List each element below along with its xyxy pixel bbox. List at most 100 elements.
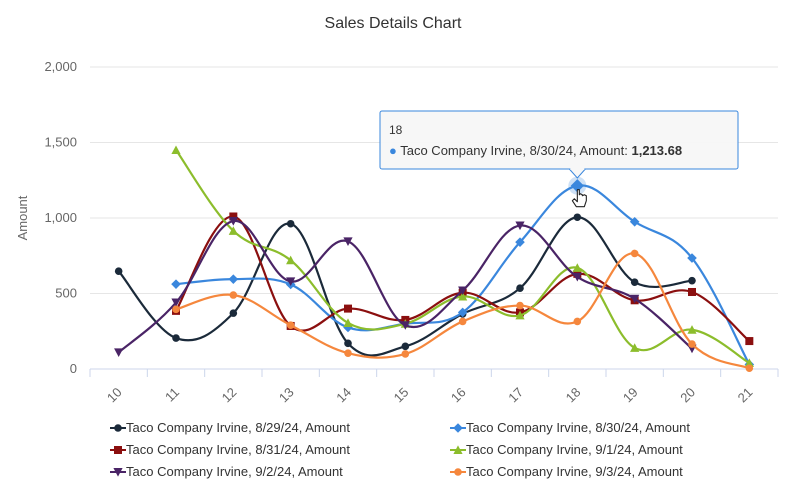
tooltip: 18 ● Taco Company Irvine, 8/30/24, Amount… — [379, 110, 739, 208]
data-point[interactable] — [744, 358, 754, 367]
data-point[interactable] — [572, 272, 582, 282]
legend-marker[interactable] — [453, 445, 463, 454]
tooltip-header: 18 — [389, 123, 403, 137]
data-point[interactable] — [171, 298, 181, 308]
data-point[interactable] — [458, 291, 468, 301]
x-tick-label: 20 — [677, 385, 698, 406]
series-line[interactable] — [175, 252, 750, 370]
legend-item[interactable]: Taco Company Irvine, 8/29/24, Amount — [110, 420, 350, 435]
data-point[interactable] — [515, 310, 525, 320]
x-tick-label: 13 — [276, 385, 297, 406]
y-tick-label: 1,000 — [44, 210, 77, 225]
plot-area — [114, 145, 755, 373]
y-tick-label: 1,500 — [44, 135, 77, 150]
legend-label: Taco Company Irvine, 9/3/24, Amount — [466, 464, 683, 479]
tooltip-box — [379, 110, 739, 170]
legend-marker[interactable] — [114, 446, 122, 454]
data-point[interactable] — [114, 267, 123, 275]
x-tick-label: 18 — [563, 385, 584, 406]
series-group — [114, 213, 696, 357]
data-point[interactable] — [573, 213, 582, 222]
x-tick-label: 21 — [735, 385, 756, 406]
data-point[interactable] — [286, 219, 295, 228]
data-point[interactable] — [629, 216, 640, 227]
x-axis: 10 11 12 13 14 15 16 17 18 19 20 21 — [89, 369, 779, 406]
hovered-point[interactable] — [570, 179, 584, 193]
data-point[interactable] — [228, 274, 239, 284]
series-group — [172, 249, 754, 373]
data-point[interactable] — [229, 291, 238, 299]
legend-marker[interactable] — [113, 468, 123, 477]
data-point[interactable] — [172, 305, 180, 314]
x-tick-label: 16 — [448, 385, 469, 406]
data-point[interactable] — [687, 325, 697, 334]
data-point[interactable] — [228, 217, 238, 226]
hand-cursor-icon — [571, 189, 587, 208]
data-point[interactable] — [515, 237, 525, 247]
tooltip-pointer — [568, 168, 586, 179]
data-point[interactable] — [630, 343, 640, 352]
legend-item[interactable]: Taco Company Irvine, 9/3/24, Amount — [450, 464, 683, 479]
legend-item[interactable]: Taco Company Irvine, 9/2/24, Amount — [110, 464, 343, 479]
data-point[interactable] — [228, 226, 238, 235]
legend-item[interactable]: Taco Company Irvine, 9/1/24, Amount — [450, 442, 683, 457]
data-point[interactable] — [343, 318, 353, 327]
x-tick-label: 12 — [219, 385, 240, 406]
legend-item[interactable]: Taco Company Irvine, 8/31/24, Amount — [110, 442, 350, 457]
data-point[interactable] — [344, 349, 352, 357]
tooltip-bullet: ● — [389, 143, 400, 158]
data-point[interactable] — [229, 212, 238, 221]
data-point[interactable] — [171, 279, 181, 289]
y-tick-label: 0 — [70, 361, 77, 376]
series-line[interactable] — [117, 216, 693, 357]
data-point[interactable] — [630, 278, 639, 286]
series-line[interactable] — [175, 215, 751, 342]
series-group — [171, 145, 754, 367]
data-point[interactable] — [458, 317, 467, 326]
data-point[interactable] — [286, 255, 296, 265]
legend-marker[interactable] — [454, 468, 462, 476]
legend-item[interactable]: Taco Company Irvine, 8/30/24, Amount — [450, 420, 690, 435]
data-point[interactable] — [401, 350, 410, 358]
data-point[interactable] — [114, 348, 124, 357]
data-point[interactable] — [286, 321, 295, 330]
data-point[interactable] — [630, 294, 640, 304]
data-point[interactable] — [745, 337, 754, 346]
data-point[interactable] — [229, 309, 238, 317]
data-point[interactable] — [516, 284, 524, 293]
y-tick-label: 500 — [55, 286, 77, 301]
series-line[interactable] — [117, 219, 693, 354]
data-point[interactable] — [344, 304, 352, 313]
data-point[interactable] — [630, 249, 639, 258]
legend-label: Taco Company Irvine, 8/30/24, Amount — [466, 420, 690, 435]
data-point[interactable] — [172, 334, 180, 342]
legend-marker[interactable] — [453, 423, 463, 433]
data-point[interactable] — [688, 287, 696, 296]
data-point[interactable] — [516, 301, 524, 310]
data-point[interactable] — [343, 322, 353, 333]
x-tick-label: 15 — [391, 385, 412, 406]
tooltip-series-label: Taco Company Irvine, 8/30/24, Amount: — [400, 143, 631, 158]
data-point[interactable] — [286, 277, 296, 287]
legend-marker[interactable] — [114, 424, 122, 432]
data-point[interactable] — [401, 342, 410, 351]
data-point[interactable] — [745, 364, 754, 373]
data-point[interactable] — [457, 307, 468, 318]
data-point[interactable] — [687, 253, 697, 263]
data-point[interactable] — [171, 145, 181, 155]
data-point[interactable] — [573, 317, 582, 326]
series-line[interactable] — [175, 184, 751, 365]
data-point[interactable] — [400, 321, 410, 330]
x-tick-label: 19 — [620, 385, 641, 406]
data-point[interactable] — [572, 263, 582, 272]
data-point[interactable] — [458, 286, 468, 296]
data-point[interactable] — [688, 340, 696, 348]
data-point[interactable] — [515, 221, 525, 231]
legend-label: Taco Company Irvine, 8/31/24, Amount — [126, 442, 350, 457]
data-point[interactable] — [688, 276, 696, 285]
legend: Taco Company Irvine, 8/29/24, Amount Taco… — [110, 420, 690, 479]
data-point[interactable] — [343, 237, 353, 247]
data-point[interactable] — [344, 339, 352, 348]
